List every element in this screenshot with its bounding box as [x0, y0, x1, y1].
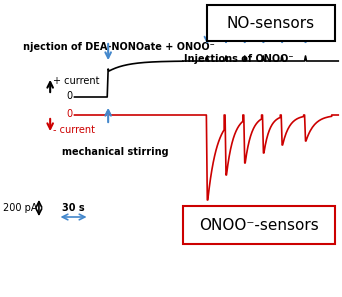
- FancyBboxPatch shape: [207, 5, 334, 41]
- Text: mechanical stirring: mechanical stirring: [62, 147, 169, 157]
- Text: 30 s: 30 s: [62, 203, 85, 213]
- Text: 0: 0: [66, 109, 73, 119]
- Text: 200 pA: 200 pA: [3, 203, 37, 213]
- Text: + current: + current: [53, 76, 100, 86]
- Text: - current: - current: [53, 125, 95, 135]
- Text: NO-sensors: NO-sensors: [227, 15, 315, 31]
- FancyBboxPatch shape: [183, 206, 334, 244]
- Text: Injections of ONOO⁻: Injections of ONOO⁻: [184, 54, 294, 64]
- Text: 0: 0: [66, 91, 73, 101]
- Text: ONOO⁻-sensors: ONOO⁻-sensors: [199, 217, 319, 233]
- Text: njection of DEA-NONOate + ONOO⁻: njection of DEA-NONOate + ONOO⁻: [23, 42, 215, 52]
